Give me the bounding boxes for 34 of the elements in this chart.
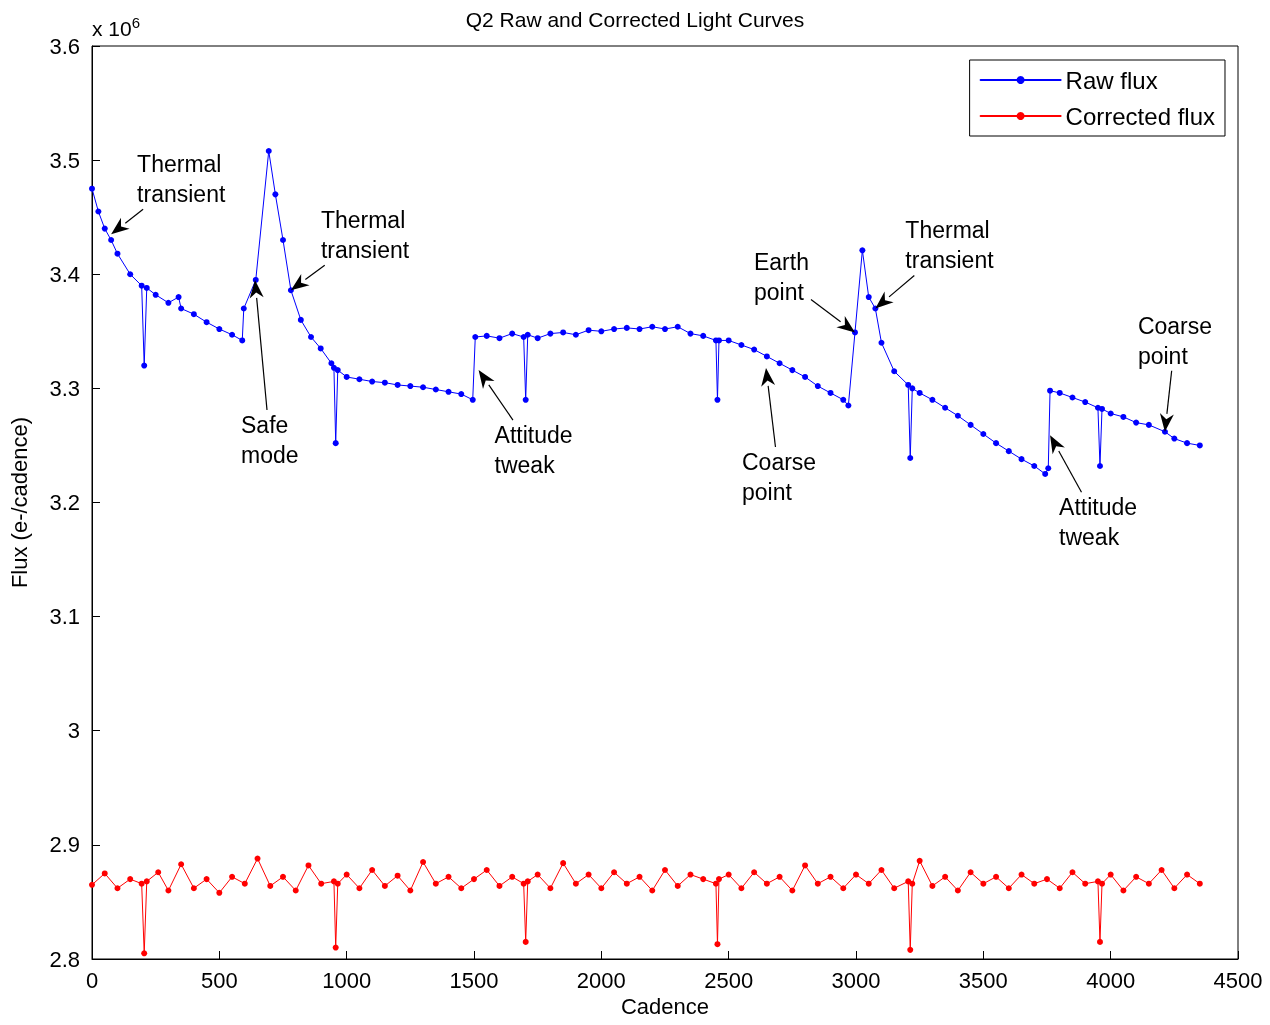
y-tick-label: 3.4	[49, 261, 80, 287]
x-tick-label: 1000	[322, 967, 372, 993]
annotation: Earth point	[753, 249, 809, 306]
y-tick-label: 3.6	[49, 33, 80, 59]
annotation: Coarse point	[742, 449, 817, 505]
annotation: Attitude tweak	[494, 422, 573, 479]
legend-label: Corrected flux	[1065, 102, 1215, 130]
chart-title: Q2 Raw and Corrected Light Curves	[465, 8, 805, 31]
x-tick-label: 500	[200, 967, 238, 993]
x-tick-label: 4500	[1213, 967, 1263, 993]
y-tick-label: 3.3	[49, 375, 80, 401]
x-tick-label: 4000	[1086, 967, 1136, 993]
annotation: Thermal transient	[905, 217, 995, 274]
x-tick-label: 0	[85, 967, 99, 993]
y-tick-label: 2.9	[49, 832, 80, 858]
annotation: Attitude tweak	[1059, 494, 1138, 551]
y-tick-label: 3.2	[49, 490, 80, 515]
x-tick-label: 3500	[958, 967, 1008, 993]
x-tick-label: 3000	[831, 967, 881, 993]
x-tick-label: 1500	[449, 967, 499, 993]
y-tick-label: 3	[67, 718, 80, 744]
y-tick-label: 3.1	[49, 604, 80, 630]
text: x 10$^{6}$	[92, 13, 141, 40]
x-tick-label: 2500	[704, 967, 754, 993]
annotation: Safe mode	[241, 412, 299, 468]
x-tick-label: 2000	[576, 967, 626, 993]
y-axis-title: Flux (e-/cadence)	[6, 416, 32, 589]
annotation: Coarse point	[1137, 312, 1213, 369]
y-tick-label: 2.8	[49, 946, 80, 972]
legend-label: Raw flux	[1065, 66, 1158, 94]
y-tick-label: 3.5	[49, 147, 80, 173]
x-axis-title: Cadence	[620, 994, 710, 1020]
annotation: Thermal transient	[137, 151, 226, 208]
annotation: Thermal transient	[320, 207, 410, 264]
